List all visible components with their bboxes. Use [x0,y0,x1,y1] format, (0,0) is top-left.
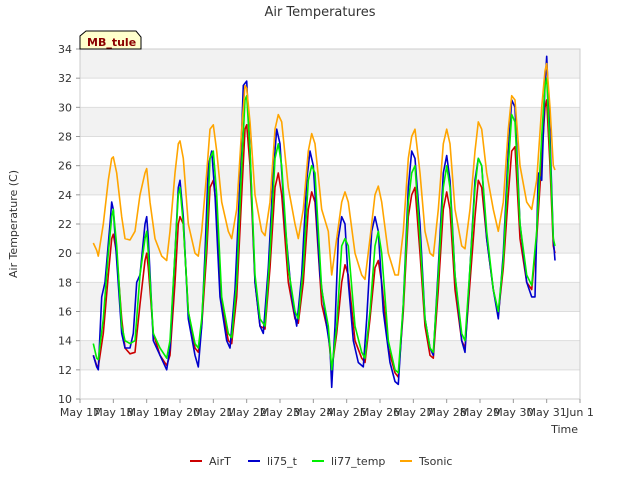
legend: AirT li75_t li77_temp Tsonic [190,455,452,468]
chart-title: Air Temperatures [264,5,375,20]
legend-label: li77_temp [331,455,385,468]
legend-label: Tsonic [418,455,452,468]
x-tick-label: May 25 [327,406,367,419]
x-tick-label: May 20 [160,406,200,419]
x-axis-label: Time [550,423,578,436]
y-axis-label: Air Temperature (C) [7,170,20,278]
y-tick-label: 24 [58,189,72,202]
x-tick-label: May 31 [527,406,567,419]
y-tick-label: 22 [58,218,72,231]
site-label-box: MB_tule [79,30,142,50]
y-tick-label: 30 [58,101,72,114]
y-tick-label: 16 [58,306,72,319]
y-tick-label: 20 [58,247,72,260]
x-tick-label: May 30 [493,406,533,419]
plot-band [80,282,580,312]
y-tick-label: 34 [58,43,72,56]
site-label: MB_tule [87,36,136,49]
x-tick-label: May 28 [427,406,467,419]
y-tick-label: 12 [58,364,72,377]
y-axis-ticks: 10 12 14 16 18 20 22 24 26 28 30 32 34 [58,43,80,406]
x-tick-label: May 26 [360,406,400,419]
plot-background [80,49,580,370]
x-tick-label: May 18 [93,406,133,419]
x-tick-label: May 22 [227,406,267,419]
legend-label: li75_t [267,455,298,468]
legend-label: AirT [209,455,231,468]
y-tick-label: 14 [58,335,72,348]
series-line-Tsonic [92,62,556,281]
x-tick-label: Jun 1 [565,406,594,419]
plot-band [80,49,580,79]
y-tick-label: 18 [58,276,72,289]
x-tick-label: May 17 [60,406,100,419]
y-tick-label: 32 [58,72,72,85]
y-tick-label: 10 [58,393,72,406]
x-tick-label: May 19 [127,406,167,419]
plot-band [80,107,580,137]
x-tick-label: May 24 [293,406,333,419]
y-tick-label: 26 [58,160,72,173]
x-tick-label: May 23 [260,406,300,419]
x-tick-label: May 21 [193,406,233,419]
x-tick-label: May 27 [393,406,433,419]
series-layer [92,55,556,389]
x-tick-label: May 29 [460,406,500,419]
series-line-li77_temp [92,77,556,374]
plot-band [80,165,580,195]
y-tick-label: 28 [58,131,72,144]
